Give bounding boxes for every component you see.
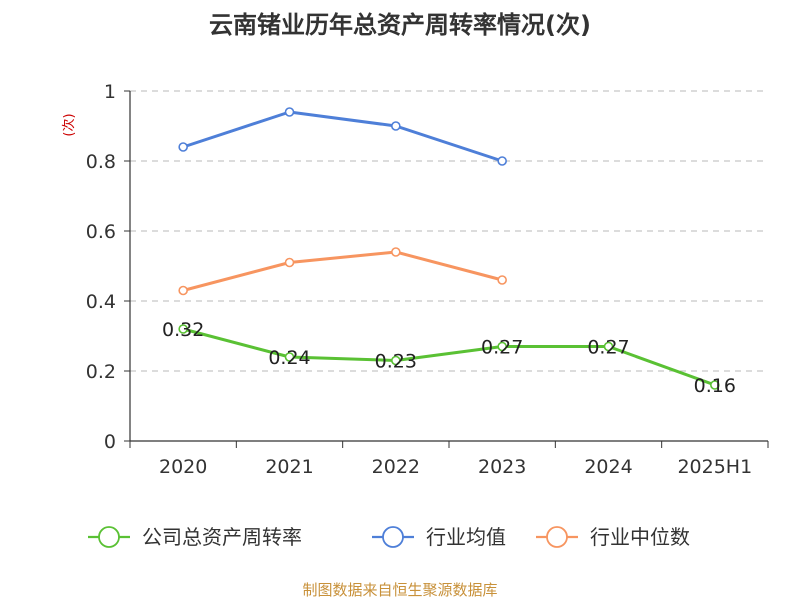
legend-marker xyxy=(382,526,404,548)
data-point xyxy=(710,380,720,390)
legend-item: 行业均值 xyxy=(372,525,506,549)
y-tick-label: 0.2 xyxy=(86,361,116,383)
data-point xyxy=(497,156,507,166)
data-point xyxy=(178,142,188,152)
data-label: 0.27 xyxy=(587,337,629,359)
legend: 公司总资产周转率 行业均值 行业中位数 xyxy=(88,525,690,549)
axes: 0 0.2 0.4 0.6 0.8 1 2020 2021 2022 2023 2024 2025H1 xyxy=(86,81,769,478)
y-tick-label: 0.8 xyxy=(86,151,116,173)
data-point xyxy=(603,341,614,352)
x-tick-label: 2022 xyxy=(372,456,420,478)
y-tick-label: 0.6 xyxy=(86,221,116,243)
data-point xyxy=(497,341,507,352)
legend-label: 行业中位数 xyxy=(590,525,690,549)
gridlines xyxy=(130,90,768,372)
series-line xyxy=(182,250,503,292)
data-point xyxy=(391,247,401,257)
x-tick-label: 2024 xyxy=(584,456,632,478)
series-group: 0.32 0.24 0.23 0.27 0.27 0.16 xyxy=(162,107,736,397)
data-label: 0.23 xyxy=(375,351,417,373)
x-tick-label: 2025H1 xyxy=(677,456,752,478)
data-point xyxy=(178,285,188,296)
data-label: 0.27 xyxy=(481,337,523,359)
legend-item: 行业中位数 xyxy=(536,525,690,549)
y-axis-label: (次) xyxy=(61,113,77,136)
data-point xyxy=(284,352,295,362)
x-tick-label: 2021 xyxy=(265,456,313,478)
legend-marker xyxy=(546,526,568,548)
series-2 xyxy=(178,247,507,296)
data-point xyxy=(497,275,507,285)
data-point xyxy=(284,257,295,268)
series-line xyxy=(182,327,716,387)
series-0: 0.32 0.24 0.23 0.27 0.27 0.16 xyxy=(162,319,736,397)
chart-title: 云南锗业历年总资产周转率情况(次) xyxy=(209,11,591,39)
series-1 xyxy=(178,107,507,166)
source-note: 制图数据来自恒生聚源数据库 xyxy=(302,581,497,599)
y-tick-label: 0.4 xyxy=(86,291,116,313)
y-tick-label: 1 xyxy=(104,81,116,103)
data-point xyxy=(284,107,295,117)
data-point xyxy=(391,121,401,131)
data-label: 0.24 xyxy=(268,347,310,369)
legend-marker xyxy=(98,526,120,548)
data-label: 0.32 xyxy=(162,319,204,341)
data-point xyxy=(178,324,188,334)
legend-label: 行业均值 xyxy=(426,525,506,549)
legend-item: 公司总资产周转率 xyxy=(88,525,302,549)
x-tick-label: 2023 xyxy=(478,456,526,478)
data-point xyxy=(391,355,401,366)
data-label: 0.16 xyxy=(694,375,736,397)
x-tick-label: 2020 xyxy=(159,456,207,478)
series-line xyxy=(182,110,503,163)
legend-label: 公司总资产周转率 xyxy=(142,525,302,549)
y-tick-label: 0 xyxy=(104,431,116,453)
